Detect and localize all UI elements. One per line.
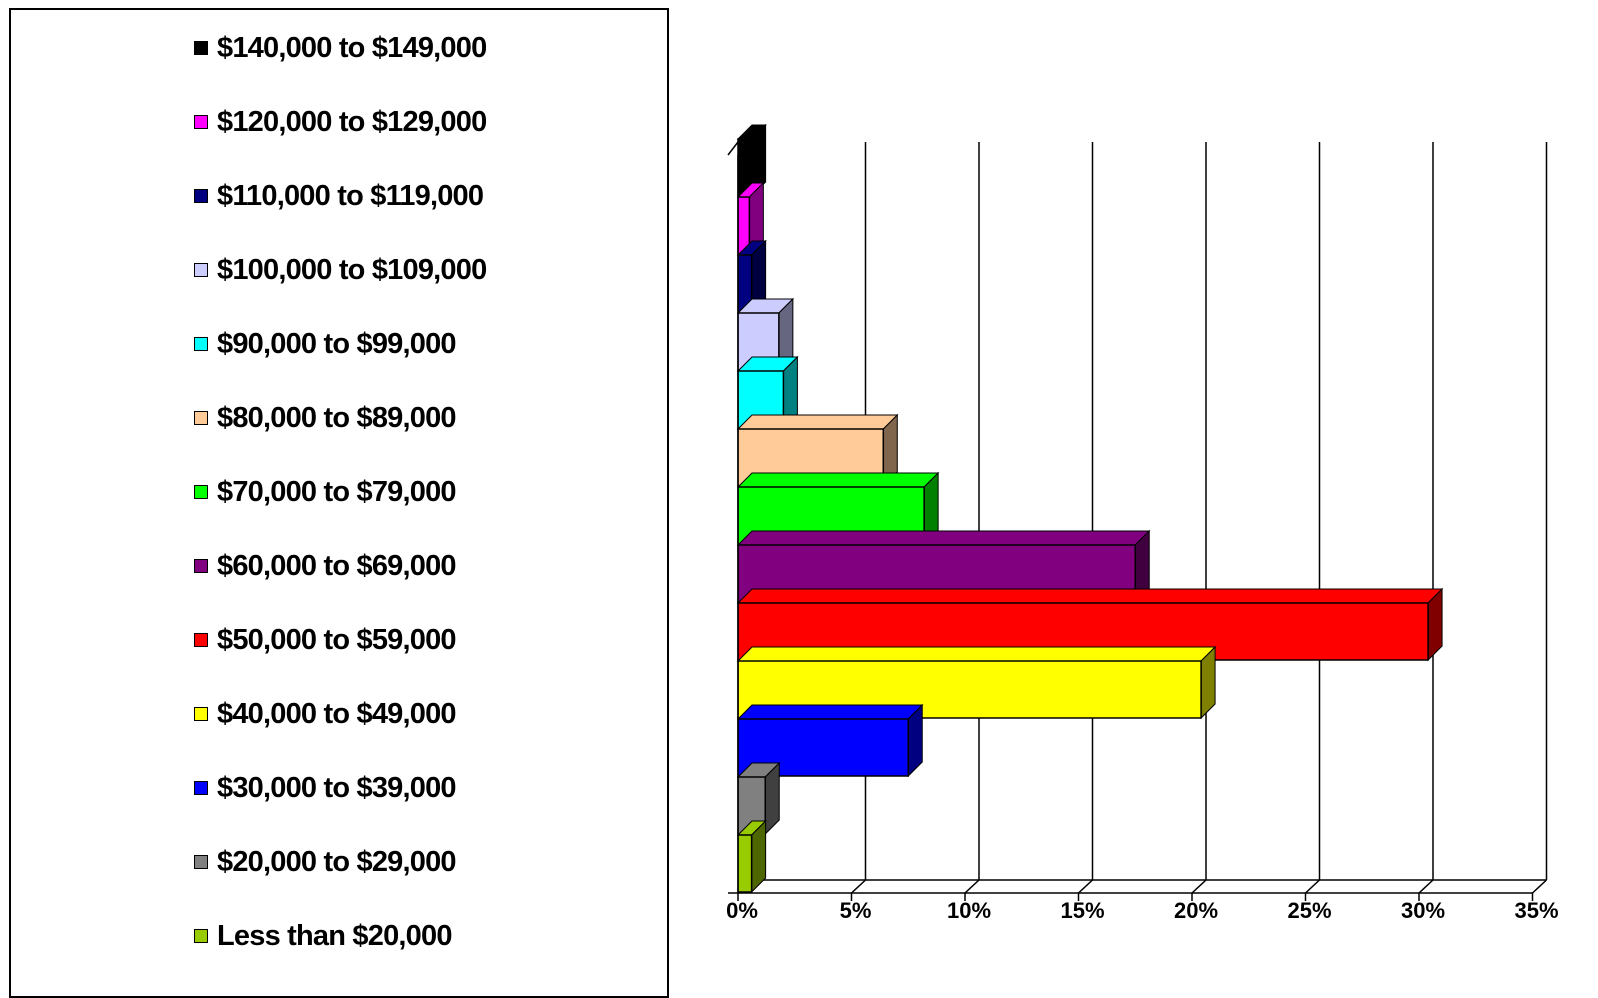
bar-top-face [736, 646, 1217, 662]
x-tick-label: 15% [1060, 898, 1104, 923]
legend-item: $90,000 to $99,000 [194, 327, 457, 360]
legend-item: $40,000 to $49,000 [194, 697, 457, 730]
gridline-floor [1418, 879, 1434, 894]
legend-swatch [194, 929, 208, 943]
legend-swatch [194, 337, 208, 351]
bar-top-face [736, 530, 1151, 546]
bars [736, 123, 1444, 894]
legend-label: $60,000 to $69,000 [217, 549, 457, 582]
legend-swatch [194, 189, 208, 203]
legend-label: Less than $20,000 [217, 919, 452, 952]
legend-item: $100,000 to $109,000 [194, 253, 487, 286]
legend-swatch [194, 707, 208, 721]
legend-swatch [194, 855, 208, 869]
bar [736, 819, 767, 894]
legend-label: $110,000 to $119,000 [217, 179, 484, 212]
legend-label: $40,000 to $49,000 [217, 697, 457, 730]
gridline-floor [1304, 879, 1321, 894]
legend-label: $30,000 to $39,000 [217, 771, 457, 804]
legend-label: $80,000 to $89,000 [217, 401, 457, 434]
bar-top-face [736, 704, 924, 720]
bar [736, 181, 765, 256]
legend-item: $140,000 to $149,000 [194, 31, 487, 64]
gridline-floor [1077, 879, 1094, 894]
legend-swatch [194, 485, 208, 499]
legend-item: $50,000 to $59,000 [194, 623, 457, 656]
legend-label: $50,000 to $59,000 [217, 623, 457, 656]
bar-top-face [736, 414, 899, 430]
legend-swatch [194, 263, 208, 277]
legend-item: $80,000 to $89,000 [194, 401, 457, 434]
legend-label: $90,000 to $99,000 [217, 327, 457, 360]
bar-top-face [736, 588, 1444, 604]
x-tick-label: 35% [1514, 898, 1558, 923]
x-tick-label: 20% [1174, 898, 1218, 923]
x-tick-label: 10% [947, 898, 991, 923]
bar-top-face [736, 472, 940, 488]
legend-label: $20,000 to $29,000 [217, 845, 457, 878]
gridline-floor [1191, 879, 1207, 894]
legend-swatch [194, 411, 208, 425]
bar [736, 123, 767, 198]
legend-item: Less than $20,000 [194, 919, 452, 952]
x-axis: 0% 5% 10% 15% 20% 25% 30% 35% [726, 141, 1559, 923]
bar [736, 413, 899, 488]
y-axis-top-tick [727, 141, 739, 156]
legend-swatch [194, 115, 208, 129]
gridline-floor [850, 879, 867, 894]
legend-item: $20,000 to $29,000 [194, 845, 457, 878]
bar-front-face [737, 834, 753, 893]
legend-label: $120,000 to $129,000 [217, 105, 487, 138]
legend-label: $100,000 to $109,000 [217, 253, 487, 286]
legend-item: $120,000 to $129,000 [194, 105, 487, 138]
legend-swatch [194, 559, 208, 573]
gridline-floor [1531, 879, 1548, 894]
bar [736, 239, 767, 314]
legend-swatch [194, 781, 208, 795]
legend-item: $70,000 to $79,000 [194, 475, 457, 508]
legend-label: $70,000 to $79,000 [217, 475, 457, 508]
legend-item: $110,000 to $119,000 [194, 179, 484, 212]
legend-swatch [194, 633, 208, 647]
gridline-floor [964, 879, 980, 894]
x-tick-label: 5% [840, 898, 872, 923]
legend: $140,000 to $149,000 $120,000 to $129,000… [9, 8, 669, 998]
legend-label: $140,000 to $149,000 [217, 31, 487, 64]
bar [736, 703, 924, 778]
legend-item: $60,000 to $69,000 [194, 549, 457, 582]
legend-item: $30,000 to $39,000 [194, 771, 457, 804]
legend-swatch [194, 41, 208, 55]
x-tick-label: 30% [1401, 898, 1445, 923]
x-tick-label: 0% [726, 898, 758, 923]
x-tick-label: 25% [1287, 898, 1331, 923]
